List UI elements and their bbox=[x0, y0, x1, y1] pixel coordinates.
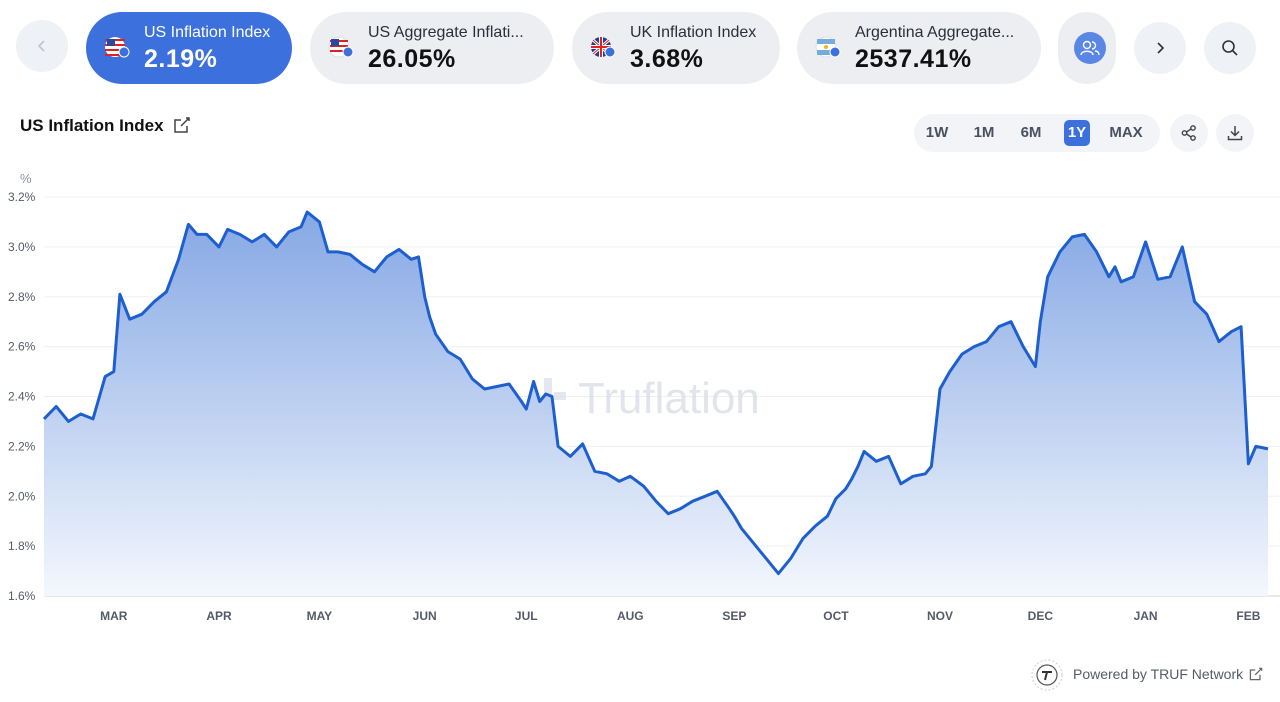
share-button[interactable] bbox=[1170, 114, 1208, 152]
truf-network-logo-icon bbox=[1031, 659, 1063, 691]
x-tick-label: APR bbox=[206, 609, 232, 623]
y-tick-label: 1.8% bbox=[8, 539, 36, 553]
y-tick-label: 2.8% bbox=[8, 290, 36, 304]
us-flag-icon bbox=[105, 37, 130, 58]
x-tick-label: FEB bbox=[1236, 609, 1260, 623]
series-area bbox=[44, 212, 1268, 596]
x-tick-label: AUG bbox=[617, 609, 644, 623]
powered-by-text: Powered by TRUF Network bbox=[1073, 666, 1244, 682]
share-icon bbox=[1181, 125, 1196, 141]
us-flag-icon bbox=[328, 36, 354, 58]
range-1w-button[interactable]: 1W bbox=[925, 124, 949, 141]
x-tick-label: NOV bbox=[927, 609, 953, 623]
range-1m-button[interactable]: 1M bbox=[973, 124, 995, 141]
y-tick-label: 2.6% bbox=[8, 340, 36, 354]
x-tick-label: DEC bbox=[1028, 609, 1054, 623]
chart-title: US Inflation Index bbox=[20, 116, 164, 135]
y-tick-label: 3.2% bbox=[8, 190, 36, 204]
y-tick-label: 1.6% bbox=[8, 589, 36, 603]
x-tick-label: JUN bbox=[413, 609, 437, 623]
download-icon bbox=[1227, 126, 1243, 141]
y-axis-ticks: 3.2% 3.0% 2.8% 2.6% 2.4% 2.2% 2.0% 1.8% 1.6% bbox=[8, 190, 36, 603]
carousel-item-partial[interactable] bbox=[1058, 12, 1116, 84]
carousel-next-button[interactable] bbox=[1134, 22, 1186, 74]
chevron-left-icon bbox=[37, 40, 45, 52]
carousel-item-uk-inflation[interactable]: UK Inflation Index 3.68% bbox=[572, 12, 780, 84]
x-tick-label: OCT bbox=[823, 609, 849, 623]
y-tick-label: 2.0% bbox=[8, 489, 36, 503]
external-link-icon[interactable] bbox=[172, 115, 192, 135]
x-tick-label: MAY bbox=[307, 609, 333, 623]
carousel-item-title: Argentina Aggregate... bbox=[855, 24, 1015, 41]
search-button[interactable] bbox=[1204, 22, 1256, 74]
uk-flag-icon bbox=[591, 37, 616, 58]
time-range-selector: 1W 1M 6M 1Y MAX bbox=[914, 114, 1160, 152]
range-1y-button[interactable]: 1Y bbox=[1064, 120, 1090, 146]
range-max-button[interactable]: MAX bbox=[1109, 124, 1143, 141]
users-icon bbox=[1074, 32, 1106, 64]
download-button[interactable] bbox=[1216, 114, 1254, 152]
chevron-right-icon bbox=[1157, 42, 1165, 54]
carousel-prev-button[interactable] bbox=[16, 20, 68, 72]
search-icon bbox=[1222, 40, 1238, 56]
carousel-item-argentina-aggregate[interactable]: Argentina Aggregate... 2537.41% bbox=[797, 12, 1041, 84]
watermark-text: Truflation bbox=[578, 374, 760, 423]
range-6m-button[interactable]: 6M bbox=[1020, 124, 1042, 141]
carousel-item-value: 2537.41% bbox=[855, 45, 972, 73]
truflation-watermark: Truflation bbox=[544, 374, 760, 423]
carousel-item-title: US Aggregate Inflati... bbox=[368, 24, 524, 41]
y-tick-label: 3.0% bbox=[8, 240, 36, 254]
carousel-item-us-aggregate[interactable]: US Aggregate Inflati... 26.05% bbox=[310, 12, 554, 84]
powered-by-footer[interactable]: Powered by TRUF Network bbox=[1030, 658, 1270, 692]
carousel-item-title: US Inflation Index bbox=[144, 24, 271, 41]
x-tick-label: MAR bbox=[100, 609, 128, 623]
index-carousel: US Inflation Index 2.19% US Aggregate In… bbox=[0, 0, 1280, 100]
x-tick-label: JAN bbox=[1134, 609, 1158, 623]
carousel-item-title: UK Inflation Index bbox=[630, 24, 757, 41]
x-tick-label: JUL bbox=[515, 609, 538, 623]
carousel-item-us-inflation[interactable]: US Inflation Index 2.19% bbox=[86, 12, 292, 84]
x-tick-label: SEP bbox=[722, 609, 746, 623]
external-link-icon bbox=[1249, 667, 1263, 681]
y-axis-unit-label: % bbox=[20, 171, 32, 186]
carousel-item-value: 26.05% bbox=[368, 45, 456, 73]
y-tick-label: 2.4% bbox=[8, 390, 36, 404]
inflation-chart: % 3.2% 3.0% 2.8% 2.6% 2.4% 2.2% 2.0% 1.8% 1.6% T… bbox=[8, 171, 1280, 623]
carousel-item-value: 2.19% bbox=[144, 45, 218, 73]
series-line bbox=[42, 210, 1269, 576]
x-axis-ticks: MAR APR MAY JUN JUL AUG SEP OCT NOV DEC JAN FEB bbox=[100, 609, 1261, 623]
argentina-flag-icon bbox=[815, 36, 841, 58]
y-tick-label: 2.2% bbox=[8, 439, 36, 453]
carousel-item-value: 3.68% bbox=[630, 45, 704, 73]
